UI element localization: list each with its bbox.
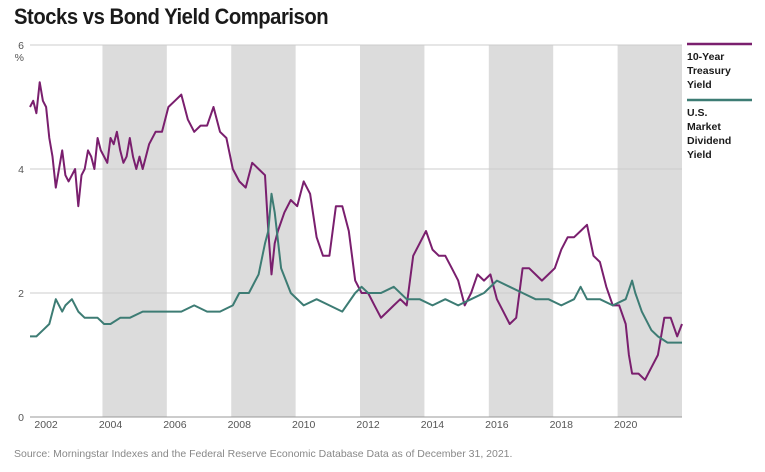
y-tick-label-0: 0 <box>18 412 24 424</box>
legend: 10-Year Treasury Yield U.S. Market Dividend Yi… <box>687 42 752 161</box>
x-tick-label-2020: 2020 <box>614 419 638 431</box>
shaded-band-0 <box>102 45 167 417</box>
x-tick-label-2004: 2004 <box>99 419 123 431</box>
x-axis-ticks: 2002 2004 2006 2008 2010 2012 2014 2016 2018 2020 <box>34 419 637 431</box>
shaded-band-3 <box>488 45 554 417</box>
shaded-bands <box>102 45 682 417</box>
shaded-band-4 <box>617 45 682 417</box>
shaded-band-1 <box>231 45 296 417</box>
y-tick-label-4: 4 <box>18 164 24 176</box>
legend-label-1: U.S. Market Dividend Yield <box>687 107 731 161</box>
x-tick-label-2010: 2010 <box>292 419 316 431</box>
y-axis-unit-label: % <box>15 52 24 64</box>
x-tick-label-2006: 2006 <box>163 419 187 431</box>
x-tick-label-2008: 2008 <box>228 419 252 431</box>
series-layer <box>29 81 683 381</box>
y-axis-ticks: 0 2 4 6 <box>18 40 24 424</box>
x-tick-label-2014: 2014 <box>421 419 445 431</box>
series-line-1 <box>30 192 682 344</box>
x-tick-label-2016: 2016 <box>485 419 509 431</box>
y-tick-label-6: 6 <box>18 40 24 52</box>
x-tick-label-2018: 2018 <box>550 419 574 431</box>
legend-label-0: 10-Year Treasury Yield <box>687 51 731 91</box>
x-tick-label-2002: 2002 <box>34 419 58 431</box>
chart-title: Stocks vs Bond Yield Comparison <box>14 4 329 29</box>
y-tick-label-2: 2 <box>18 288 24 300</box>
source-note: Source: Morningstar Indexes and the Fede… <box>14 448 513 460</box>
shaded-band-2 <box>360 45 425 417</box>
x-tick-label-2012: 2012 <box>356 419 380 431</box>
series-line-0 <box>29 81 683 381</box>
